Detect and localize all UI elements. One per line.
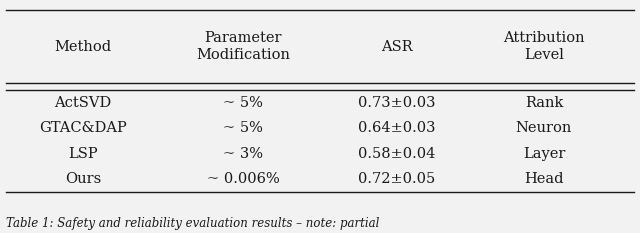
Text: ~ 3%: ~ 3% [223, 147, 263, 161]
Text: ~ 0.006%: ~ 0.006% [207, 172, 280, 186]
Text: ~ 5%: ~ 5% [223, 121, 263, 135]
Text: Parameter
Modification: Parameter Modification [196, 31, 290, 62]
Text: ASR: ASR [381, 40, 413, 54]
Text: Attribution
Level: Attribution Level [503, 31, 585, 62]
Text: Table 1: Safety and reliability evaluation results – note: partial: Table 1: Safety and reliability evaluati… [6, 217, 380, 230]
Text: LSP: LSP [68, 147, 98, 161]
Text: GTAC&DAP: GTAC&DAP [39, 121, 127, 135]
Text: ~ 5%: ~ 5% [223, 96, 263, 110]
Text: 0.64±0.03: 0.64±0.03 [358, 121, 436, 135]
Text: ActSVD: ActSVD [54, 96, 112, 110]
Text: Ours: Ours [65, 172, 101, 186]
Text: Neuron: Neuron [516, 121, 572, 135]
Text: 0.72±0.05: 0.72±0.05 [358, 172, 435, 186]
Text: Rank: Rank [525, 96, 563, 110]
Text: 0.58±0.04: 0.58±0.04 [358, 147, 435, 161]
Text: Method: Method [54, 40, 112, 54]
Text: Layer: Layer [523, 147, 565, 161]
Text: 0.73±0.03: 0.73±0.03 [358, 96, 436, 110]
Text: Head: Head [524, 172, 564, 186]
